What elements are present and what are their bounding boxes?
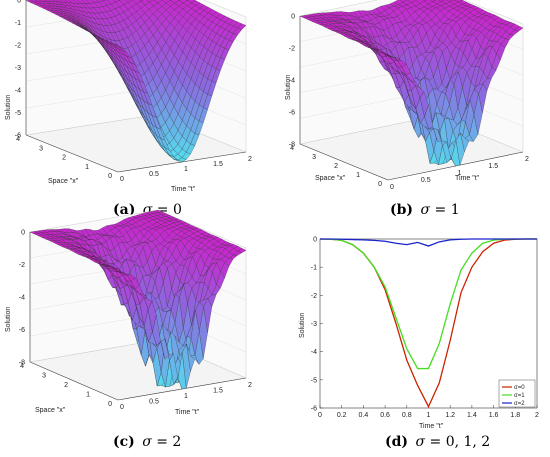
legend-label: σ=1 [514,393,525,399]
caption-c: (c) σ = 2 [113,433,181,450]
legend-label: σ=2 [514,401,525,407]
panel-a-surface-plot: Solution Space "x" Time "t" 0 -1 -2 -3 -4 -5 -… [5,0,252,193]
y-tick-label: -5 [311,377,317,384]
y-tick-label: 2 [248,382,252,389]
space-axis-line [25,134,119,173]
panel-c-surface-plot: Solution Space "x" Time "t" 0 -2 -4 -6 -84 3 2… [5,209,252,416]
z-tick-label: -2 [19,262,25,269]
panel-a-xlabel: Space "x" [48,178,79,185]
x-tick-label: 1 [356,172,360,179]
x-tick-label: 4 [290,145,294,152]
panel-a-ylabel: Time "t" [171,186,196,193]
x-tick-label: 0.2 [337,412,347,419]
x-tick-label: 0 [318,412,322,419]
z-tick-label: 0 [17,0,21,5]
surface-patch [422,0,427,2]
x-tick-label: 0 [108,401,112,408]
y-tick-label: -6 [311,406,317,413]
panel-a-zlabel: Solution [5,95,12,120]
x-tick-label: 0 [378,181,382,188]
z-tick-label: -3 [15,65,21,72]
caption-d: (d) σ = 0, 1, 2 [385,433,490,450]
surface-patch [139,0,144,2]
y-tick-label: 0 [313,237,317,244]
y-tick-label: 0 [120,176,124,183]
panel-b-xlabel: Space "x" [315,175,346,182]
z-tick-label: -8 [289,142,295,149]
panel-c-xlabel: Space "x" [35,407,66,414]
y-tick-label: 0.5 [149,399,159,406]
x-tick-label: 3 [42,373,46,380]
x-tick-label: 3 [312,154,316,161]
y-tick-label: 1.5 [213,388,223,395]
panel-b-zlabel: Solution [285,75,292,100]
y-tick-label: 0.5 [421,177,431,184]
z-tick-label: -4 [15,88,21,95]
z-tick-label: -8 [19,360,25,367]
x-tick-label: 1.8 [510,412,520,419]
x-tick-label: 2 [62,155,66,162]
x-tick-label: 4 [20,363,24,370]
surface-patch [237,23,247,30]
time-axis-line [117,151,247,173]
z-tick-label: -2 [289,46,295,53]
x-tick-label: 3 [39,145,43,152]
x-tick-label: 1 [86,392,90,399]
z-tick-label: -2 [15,43,21,50]
z-tick-label: -6 [19,327,25,334]
panel-b-ylabel: Time "t" [455,175,480,182]
y-tick-label: 1 [184,166,188,173]
x-tick-label: 1.4 [467,412,477,419]
panel-c-zlabel: Solution [5,307,12,332]
panel-d-ylabel: Solution [299,313,306,338]
y-tick-label: -1 [311,265,317,272]
x-tick-label: 0 [108,173,112,180]
y-tick-label: 1.5 [213,161,223,168]
x-tick-label: 2 [334,163,338,170]
x-tick-label: 1 [427,412,431,419]
x-tick-label: 0.6 [380,412,390,419]
x-tick-label: 2 [535,412,539,419]
legend-label: σ=0 [514,385,525,391]
x-tick-label: 0.4 [359,412,369,419]
x-tick-label: 2 [64,382,68,389]
y-tick-label: -2 [311,293,317,300]
z-tick-label: -4 [19,295,25,302]
x-tick-label: 4 [16,136,20,143]
x-tick-label: 1.2 [445,412,455,419]
y-tick-label: 2 [525,156,529,163]
y-tick-label: 2 [248,156,252,163]
y-tick-label: 0 [390,184,394,191]
x-tick-label: 1.6 [489,412,499,419]
panel-b-surface-plot: Solution Space "x" Time "t" 0 -2 -4 -6 -84 3 2… [285,0,529,191]
panel-d-line-chart: 0 -1 -2 -3 -4 -5 -6 0 0.2 0.4 0.6 0.8 1 1.2 1.4 1.6 1.8… [299,237,539,431]
y-tick-label: 1 [184,393,188,400]
z-tick-label: -5 [15,110,21,117]
z-tick-label: -6 [289,110,295,117]
y-tick-label: -3 [311,321,317,328]
y-tick-label: 1.5 [488,163,498,170]
caption-b: (b) σ = 1 [390,201,460,218]
space-axis-line [29,361,119,401]
y-tick-label: 0 [120,404,124,411]
z-tick-label: -4 [289,78,295,85]
panel-d-xlabel: Time "t" [419,423,444,430]
series-line-2 [320,238,537,247]
z-tick-label: -1 [15,20,21,27]
space-axis-line [299,143,389,181]
panel-c-ylabel: Time "t" [175,409,200,416]
surface-patch [514,25,524,32]
x-tick-label: 0.8 [402,412,412,419]
y-tick-label: 1 [458,170,462,177]
legend: σ=0 σ=1 σ=2 [498,379,536,408]
y-tick-label: -4 [311,349,317,356]
surface-patch [237,248,247,253]
y-tick-label: 0.5 [149,171,159,178]
z-tick-label: 0 [21,230,25,237]
z-tick-label: 0 [291,14,295,21]
z-tick-label: -6 [15,133,21,140]
x-tick-label: 1 [85,164,89,171]
